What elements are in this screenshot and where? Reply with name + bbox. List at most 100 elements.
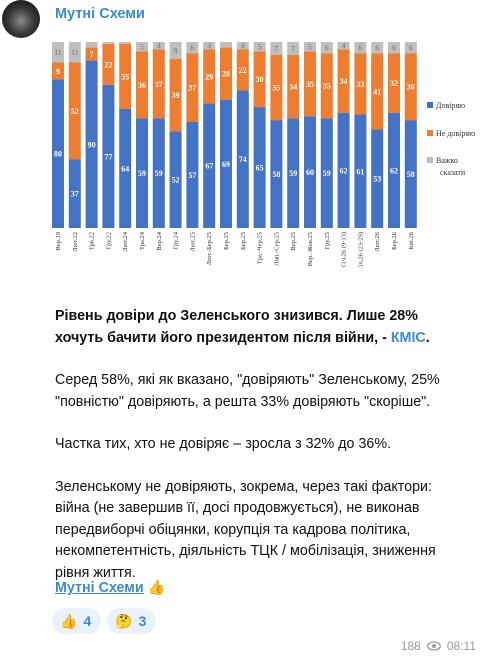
bar-segment xyxy=(102,43,115,85)
value-label: 41 xyxy=(373,87,381,96)
value-label: 69 xyxy=(222,160,230,169)
bar-segment xyxy=(388,53,400,113)
channel-avatar[interactable] xyxy=(2,0,40,38)
value-label: 35 xyxy=(306,80,314,89)
x-tick-label: Вер.25 xyxy=(290,232,297,251)
reaction-count: 4 xyxy=(83,613,92,629)
bar-segment xyxy=(371,53,384,130)
value-label: 58 xyxy=(272,170,280,179)
x-tick-label: Тра.24 xyxy=(139,231,146,250)
x-tick-label: Січ.26 (9-13) xyxy=(341,232,348,267)
bar-segment xyxy=(371,42,384,54)
bar-segment xyxy=(304,42,316,52)
value-label: 7 xyxy=(274,45,278,54)
x-tick-label: Трв.22 xyxy=(89,232,96,250)
value-label: 62 xyxy=(390,166,398,175)
legend-label: Довіряю xyxy=(436,101,465,110)
value-label: 11 xyxy=(71,48,79,57)
bar-segment xyxy=(169,131,182,228)
bar-segment xyxy=(52,79,64,228)
value-label: 4 xyxy=(342,42,346,51)
legend-label: Важко сказати xyxy=(436,156,466,177)
x-tick-label: Лют.24 xyxy=(122,231,129,251)
value-label: 4 xyxy=(157,42,161,51)
value-label: 11 xyxy=(54,48,62,57)
value-label: 6 xyxy=(392,44,396,53)
bar-segment xyxy=(220,99,232,228)
value-label: 65 xyxy=(256,164,264,173)
post-text: Рівень довіри до Зеленського знизився. Л… xyxy=(55,306,455,605)
value-label: 7 xyxy=(90,50,94,59)
value-label: 59 xyxy=(155,169,163,178)
bar-segment xyxy=(203,49,216,104)
value-label: 58 xyxy=(407,170,415,179)
bar-segment xyxy=(119,42,132,44)
bar-segment xyxy=(203,103,216,228)
bar-segment xyxy=(337,42,350,50)
x-tick-label: Лют.22 xyxy=(72,232,79,252)
value-label: 52 xyxy=(71,107,79,116)
value-label: 29 xyxy=(205,72,213,81)
value-label: 6 xyxy=(375,44,379,53)
x-tick-label: Гру.22 xyxy=(105,232,112,249)
bar-segment xyxy=(236,49,249,91)
x-tick-label: Бер.25 xyxy=(223,232,230,250)
signature: Мутні Схеми 👍 xyxy=(55,580,165,596)
value-label: 5 xyxy=(308,43,312,52)
bar-segment xyxy=(220,47,232,100)
bar-segment xyxy=(354,114,367,228)
bar-segment xyxy=(270,120,283,228)
value-label: 35 xyxy=(323,82,331,91)
bar-segment xyxy=(119,108,132,228)
message-meta: 188 08:11 xyxy=(401,639,476,653)
chart: 80911Вер.19375211Лют.22907Трв.227722Гру.… xyxy=(52,42,475,268)
bar-segment xyxy=(152,42,165,50)
legend-swatch xyxy=(427,102,433,108)
legend-label: Не довіряю xyxy=(436,129,475,138)
value-label: 4 xyxy=(241,42,245,51)
bar-segment xyxy=(68,62,81,160)
value-label: 61 xyxy=(356,167,364,176)
bar-segment xyxy=(253,107,266,228)
x-tick-label: Бер.26 xyxy=(391,231,398,250)
value-label: 6 xyxy=(409,44,413,53)
value-label: 35 xyxy=(121,72,129,81)
signature-link[interactable]: Мутні Схеми xyxy=(55,580,144,596)
value-label: 4 xyxy=(207,42,211,51)
bar-segment xyxy=(186,42,199,54)
value-label: 37 xyxy=(155,80,163,89)
bar-segment xyxy=(85,47,98,61)
bar-segment xyxy=(371,129,384,228)
value-label: 74 xyxy=(239,155,247,164)
value-label: 30 xyxy=(256,75,264,84)
bar-segment xyxy=(152,49,165,119)
reaction-emoji: 👍 xyxy=(60,612,78,629)
reaction[interactable]: 👍 4 xyxy=(52,608,102,634)
value-label: 22 xyxy=(239,66,247,75)
bar-segment xyxy=(220,42,232,48)
value-label: 5 xyxy=(140,43,144,52)
bar-segment xyxy=(152,118,165,228)
value-label: 37 xyxy=(71,190,79,199)
bar-segment xyxy=(68,159,81,228)
bar-segment xyxy=(337,112,350,228)
bar-segment xyxy=(236,90,249,228)
bar-segment xyxy=(253,51,266,108)
bar-segment xyxy=(304,116,316,228)
value-label: 77 xyxy=(104,152,112,161)
x-tick-label: Бер.25 xyxy=(240,232,247,250)
signature-emoji: 👍 xyxy=(147,580,166,596)
bar-segment xyxy=(320,118,333,228)
channel-name[interactable]: Мутні Схеми xyxy=(55,6,145,22)
paragraph: Серед 58%, які як вказано, "довіряють" З… xyxy=(55,372,440,410)
x-tick-label: Вер.24 xyxy=(156,231,163,250)
x-tick-label: Кві.26 xyxy=(408,231,415,249)
bar-segment xyxy=(354,53,367,115)
value-label: 59 xyxy=(289,169,297,178)
bar-segment xyxy=(320,42,333,54)
x-tick-label: Лют.-Бер.25 xyxy=(206,232,213,265)
source-link[interactable]: КМІС xyxy=(390,329,426,346)
reaction[interactable]: 🤔 3 xyxy=(107,608,157,634)
bar-segment xyxy=(102,42,115,44)
